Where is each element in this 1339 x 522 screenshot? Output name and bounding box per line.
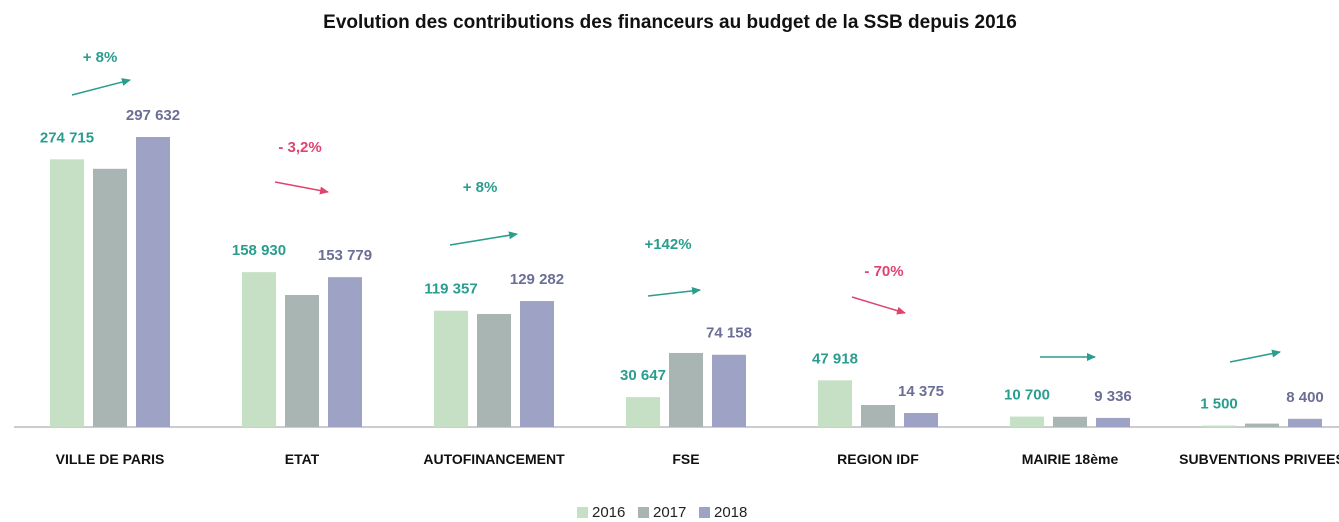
annotation: +142% <box>644 236 691 253</box>
legend-label: 2017 <box>653 504 686 521</box>
bar <box>520 301 554 427</box>
data-label: 297 632 <box>126 107 180 124</box>
bar <box>1245 423 1279 427</box>
bar <box>904 412 938 427</box>
data-label: 14 375 <box>898 383 944 400</box>
bar <box>1288 418 1322 427</box>
x-tick-label: ETAT <box>284 451 320 467</box>
bar <box>242 272 276 427</box>
bar <box>669 352 703 427</box>
data-label: 30 647 <box>620 367 666 384</box>
trend-arrow <box>71 78 131 96</box>
bar <box>818 380 852 427</box>
trend-arrow <box>851 296 906 315</box>
data-label: 129 282 <box>510 271 564 288</box>
legend-label: 2018 <box>714 504 747 521</box>
bar <box>1053 416 1087 427</box>
bar <box>861 404 895 427</box>
data-label: 10 700 <box>1004 387 1050 404</box>
annotation: + 8% <box>463 179 498 196</box>
trend-arrow <box>647 286 701 297</box>
data-label: 158 930 <box>232 242 286 259</box>
data-label: 47 918 <box>812 350 858 367</box>
data-label: 274 715 <box>40 129 94 146</box>
bar <box>285 294 319 427</box>
x-tick-label: FSE <box>672 451 700 467</box>
data-label: 8 400 <box>1286 389 1324 406</box>
data-label: 1 500 <box>1200 396 1238 413</box>
chart-title: Evolution des contributions des financeu… <box>323 12 1017 33</box>
legend-swatch <box>638 507 649 518</box>
bar <box>50 159 84 427</box>
trend-arrow <box>449 231 518 246</box>
bar <box>477 313 511 427</box>
legend-label: 2016 <box>592 504 625 521</box>
data-label: 74 158 <box>706 325 752 342</box>
bar <box>1096 417 1130 427</box>
x-tick-label: VILLE DE PARIS <box>55 451 165 467</box>
x-tick-label: MAIRIE 18ème <box>1021 451 1119 467</box>
bar <box>1010 416 1044 427</box>
legend-swatch <box>577 507 588 518</box>
annotation: + 8% <box>83 49 118 66</box>
bar <box>93 168 127 428</box>
bar <box>626 397 660 427</box>
data-label: 9 336 <box>1094 388 1132 405</box>
annotation: - 3,2% <box>278 139 321 156</box>
bar <box>136 137 170 427</box>
data-label: 153 779 <box>318 247 372 264</box>
annotation: - 70% <box>864 263 903 280</box>
bar <box>1202 425 1236 427</box>
trend-arrow <box>274 181 329 195</box>
bar <box>712 354 746 427</box>
trend-arrow <box>1229 349 1281 363</box>
x-tick-label: REGION IDF <box>837 451 919 467</box>
bar <box>434 310 468 427</box>
legend-swatch <box>699 507 710 518</box>
x-tick-label: AUTOFINANCEMENT <box>423 451 565 467</box>
data-label: 119 357 <box>424 281 477 298</box>
x-tick-label: SUBVENTIONS PRIVEES <box>1179 451 1339 467</box>
bar <box>328 277 362 427</box>
